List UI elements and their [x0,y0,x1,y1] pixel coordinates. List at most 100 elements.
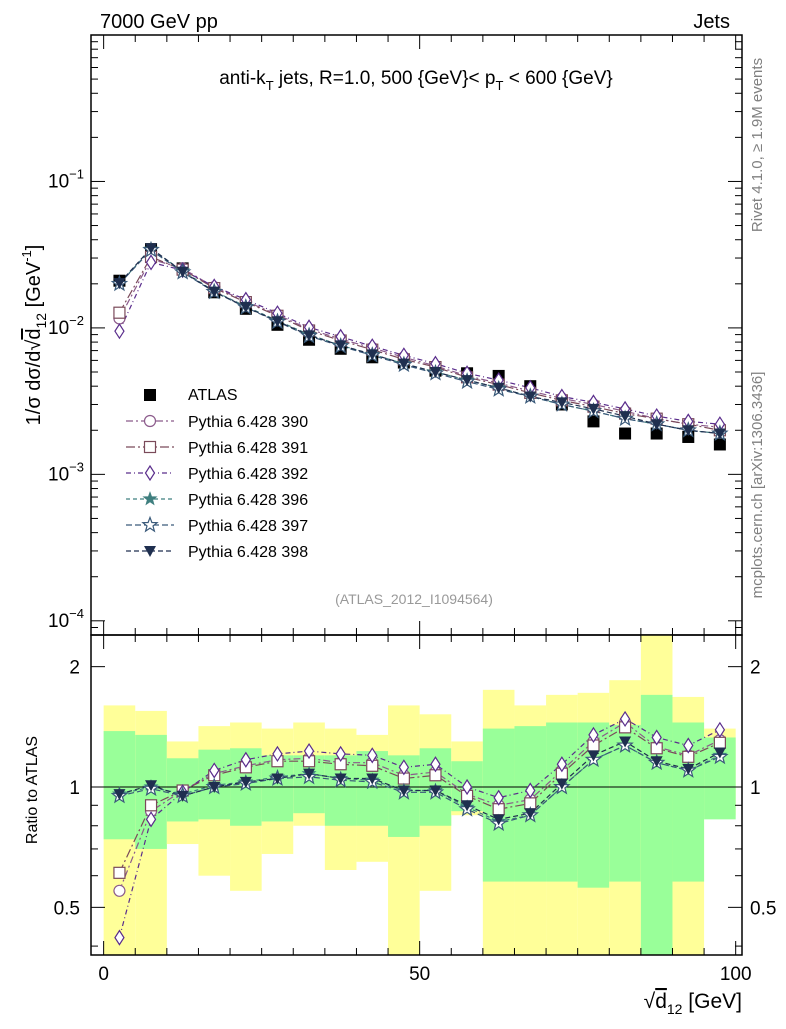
point-p398 [208,286,221,298]
ratio-y-tick-label: 2 [69,658,80,679]
ratio-point-p398 [145,780,158,792]
side-label-bottom: mcplots.cern.ch [arXiv:1306.3436] [749,372,766,599]
legend-marker-p396 [142,491,158,506]
ratio-point-p398 [524,808,537,820]
point-p398 [461,375,474,387]
legend-marker-p392 [144,464,156,482]
ratio-point-p391 [713,736,726,749]
point-atlas [619,427,632,440]
point-p392 [145,254,157,271]
y-tick-label: 10−1 [48,166,84,192]
legend: ATLAS Pythia 6.428 390 Pythia 6.428 391 … [126,387,308,561]
point-atlas [713,438,726,451]
ratio-point-p392 [430,756,441,773]
ratio-point-p392 [619,710,631,728]
legend-entry-atlas: ATLAS [144,387,238,404]
series-line-p390 [118,258,720,428]
ratio-frame [90,634,743,956]
analysis-id: (ATLAS_2012_I1094564) [335,591,493,607]
ratio-point-p392 [398,759,410,776]
ratio-point-p398 [619,736,632,748]
point-p398 [145,243,158,255]
header-left: 7000 GeV pp [100,11,218,33]
x-tick-label: 100 [720,964,752,985]
point-p398 [619,411,632,423]
ratio-point-p392 [651,729,662,746]
ratio-point-p392 [525,782,536,799]
legend-marker-p391 [143,440,157,454]
band-inner [103,731,136,840]
ratio-point-p392 [335,745,346,763]
ratio-plot-content [91,710,742,946]
point-p398 [366,349,379,361]
point-p398 [334,340,347,352]
main-axes: 10−1 10−2 10−3 10−4 [48,34,742,636]
ratio-panel: 2 2 1 1 0.5 0.5 0 50 100 Ratio to ATLAS √d12 [Ge… [24,634,776,1017]
ratio-point-p398 [682,763,695,775]
legend-entry-391: Pythia 6.428 391 [126,440,308,457]
svg-text:Pythia 6.428 396: Pythia 6.428 396 [188,492,308,509]
ratio-point-p392 [272,745,283,763]
point-p392 [114,323,125,340]
point-p391 [113,306,126,319]
point-p398 [492,382,505,394]
legend-entry-397: Pythia 6.428 397 [126,515,308,535]
ratio-point-p398 [587,750,600,762]
ratio-point-p398 [650,756,663,768]
ratio-point-p398 [208,782,221,794]
legend-entry-396: Pythia 6.428 396 [126,491,308,509]
ratio-point-p398 [713,747,726,759]
ratio-point-p398 [366,773,379,785]
ratio-point-p390 [113,884,126,897]
ratio-y-label: Ratio to ATLAS [24,736,41,844]
ratio-point-p392 [683,737,694,754]
legend-entry-392: Pythia 6.428 392 [126,464,308,483]
ratio-point-p392 [556,756,568,773]
ratio-point-p398 [429,785,442,797]
ratio-point-p398 [397,785,410,797]
ratio-point-p391 [144,799,158,812]
ratio-point-p392 [493,789,504,806]
ratio-y-tick-label-right: 1 [750,778,761,799]
chart-title: anti-kT jets, R=1.0, 500 {GeV}< pT < 600… [219,68,613,93]
y-axis-label: 1/σ dσ/d√d12 [GeV-1] [19,245,49,426]
ratio-point-p398 [303,768,316,780]
ratio-point-p398 [334,773,347,785]
point-p398 [429,366,442,378]
header-right: Jets [693,11,730,33]
ratio-point-p398 [239,776,252,788]
ratio-point-p392 [209,762,220,779]
main-plot-content [110,240,729,451]
ratio-point-p392 [367,747,378,764]
ratio-point-p398 [461,800,474,812]
legend-entry-390: Pythia 6.428 390 [126,414,308,431]
ratio-point-p391 [113,866,126,879]
point-p398 [587,403,600,415]
x-tick-label: 50 [409,964,430,985]
ratio-y-tick-label-right: 0.5 [750,898,776,919]
ratio-y-tick-label: 1 [69,778,80,799]
ratio-point-p398 [176,790,189,802]
point-p398 [271,316,284,328]
ratio-point-p392 [240,751,252,768]
point-p398 [524,391,537,403]
svg-text:Pythia 6.428 398: Pythia 6.428 398 [188,544,308,561]
ratio-point-p392 [588,726,599,744]
ratio-point-p398 [555,778,568,790]
svg-text:Pythia 6.428 390: Pythia 6.428 390 [188,414,308,431]
svg-text:1/σ dσ/d√d12 [GeV-1]: 1/σ dσ/d√d12 [GeV-1] [19,245,49,426]
svg-text:ATLAS: ATLAS [188,387,238,404]
x-axis-label: √d12 [GeV] [644,990,742,1017]
ratio-line-p392 [118,718,721,938]
legend-entry-398: Pythia 6.428 398 [126,544,308,561]
ratio-point-p392 [114,929,125,946]
ratio-point-p398 [492,814,505,826]
point-p398 [239,301,252,313]
ratio-point-p398 [271,773,284,785]
point-p398 [303,330,316,342]
ratio-y-tick-label: 0.5 [54,898,80,919]
svg-text:Pythia 6.428 391: Pythia 6.428 391 [188,440,308,457]
point-p398 [555,397,568,409]
y-tick-label: 10−3 [48,459,84,485]
